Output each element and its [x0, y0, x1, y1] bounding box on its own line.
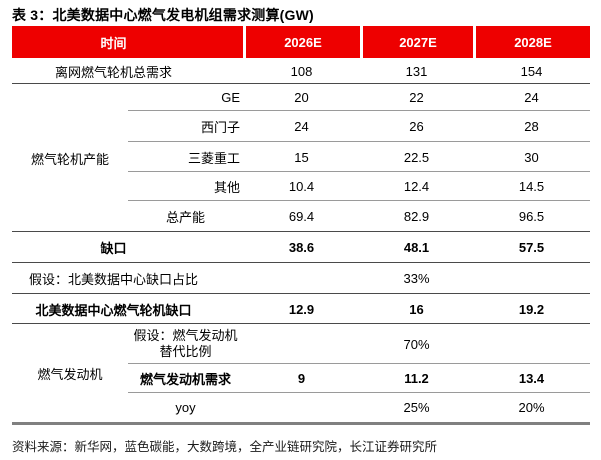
row-divider	[12, 230, 590, 232]
row-value-2026e: 108	[290, 63, 313, 79]
table-row: 总产能 69.4 82.9 96.5	[12, 201, 590, 232]
row-value-2026e: 24	[294, 119, 309, 134]
table-row: 北美数据中心燃气轮机缺口 12.9 16 19.2	[12, 294, 590, 324]
row-label: 离网燃气轮机总需求	[54, 64, 172, 80]
row-value-2027e: 26	[409, 119, 424, 134]
header-cell-2027e: 2027E	[360, 26, 473, 58]
row-value-2027e: 48.1	[403, 240, 430, 255]
row-value-2027e: 25%	[403, 400, 430, 415]
row-value-2026e: 10.4	[288, 179, 315, 194]
header-cell-2026e: 2026E	[243, 26, 360, 58]
table-caption: 表 3：北美数据中心燃气发电机组需求测算(GW)	[12, 7, 314, 23]
row-divider	[128, 392, 590, 393]
row-value-2028e: 154	[520, 63, 543, 79]
row-sublabel: 西门子	[200, 120, 240, 135]
row-value-2027e: 131	[405, 63, 428, 79]
row-sublabel: 其他	[213, 180, 240, 195]
group-label-gas-turbine-capacity: 燃气轮机产能	[30, 151, 109, 167]
group-label-gas-engine: 燃气发动机	[37, 366, 103, 382]
row-value-2027e: 12.4	[403, 179, 430, 194]
table-row: 缺口 38.6 48.1 57.5	[12, 232, 590, 263]
row-divider	[128, 363, 590, 364]
row-sublabel: 假设：燃气发动机 替代比例	[128, 324, 243, 364]
row-divider	[12, 292, 590, 294]
row-value-2028e: 14.5	[518, 179, 545, 194]
row-divider	[128, 141, 590, 142]
row-divider	[12, 82, 590, 84]
header-row: 时间 2026E 2027E 2028E	[12, 26, 590, 58]
table-row: 离网燃气轮机总需求 108 131 154	[12, 58, 590, 84]
row-value-2028e: 57.5	[518, 240, 545, 255]
source-note: 资料来源：新华网，蓝色碳能，大数跨境，全产业链研究院，长江证券研究所	[12, 440, 438, 454]
table-row: 燃气发动机需求 9 11.2 13.4	[12, 364, 590, 393]
row-value-2028e: 13.4	[518, 371, 545, 386]
row-label: 缺口	[100, 241, 127, 256]
row-value-2026e: 15	[294, 149, 309, 165]
table-row: 其他 10.4 12.4 14.5	[12, 172, 590, 201]
row-value-2026e: 69.4	[288, 209, 315, 224]
header-cell-2028e: 2028E	[473, 26, 590, 58]
row-sublabel-line1: 假设：燃气发动机	[133, 328, 238, 343]
row-divider	[128, 200, 590, 201]
row-sublabel: 总产能	[165, 210, 205, 225]
row-value-2026e: 38.6	[288, 240, 315, 255]
row-divider	[128, 171, 590, 172]
row-value-2026e: 12.9	[288, 301, 315, 317]
row-value-2028e: 96.5	[518, 209, 545, 224]
row-divider	[12, 322, 590, 324]
row-value-2026e: 9	[297, 371, 306, 386]
row-label: 假设：北美数据中心缺口占比	[28, 272, 198, 287]
table-row: 三菱重工 15 22.5 30	[12, 142, 590, 172]
demand-table: 时间 2026E 2027E 2028E 离网燃气轮机总需求 108 131 1…	[12, 26, 590, 425]
table-row: 西门子 24 26 28	[12, 111, 590, 142]
row-value-2027e: 33%	[403, 271, 430, 286]
row-value-2027e: 82.9	[403, 209, 430, 224]
row-value-2027e: 22.5	[403, 149, 430, 165]
row-value-2027e: 16	[409, 301, 424, 317]
row-sublabel: 燃气发动机需求	[139, 372, 231, 387]
row-value-2027e: 22	[409, 90, 424, 105]
row-value-2026e: 20	[294, 90, 309, 105]
row-value-2028e: 24	[524, 90, 539, 105]
table-row: 假设：燃气发动机 替代比例 70%	[12, 324, 590, 364]
row-sublabel: yoy	[175, 400, 196, 415]
row-value-2027e: 11.2	[404, 371, 429, 386]
row-sublabel: 三菱重工	[187, 150, 240, 166]
table-row: yoy 25% 20%	[12, 393, 590, 422]
table-row: 假设：北美数据中心缺口占比 33%	[12, 263, 590, 294]
row-divider	[128, 110, 590, 111]
row-value-2028e: 30	[524, 149, 539, 165]
row-value-2028e: 19.2	[518, 301, 545, 317]
header-cell-time: 时间	[100, 35, 127, 51]
table-row: GE 20 22 24	[12, 84, 590, 111]
row-divider	[12, 261, 590, 263]
row-sublabel-line2: 替代比例	[159, 344, 212, 359]
row-value-2028e: 20%	[518, 400, 545, 415]
row-label: 北美数据中心燃气轮机缺口	[35, 302, 192, 318]
table-bottom-border	[12, 422, 590, 425]
row-sublabel: GE	[221, 90, 240, 105]
row-value-2028e: 28	[524, 119, 539, 134]
row-value-2027e: 70%	[403, 336, 430, 352]
